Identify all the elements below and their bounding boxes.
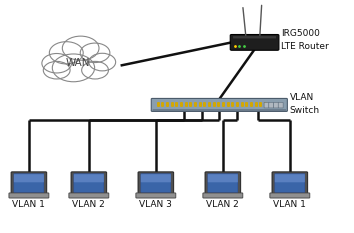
- FancyBboxPatch shape: [151, 98, 287, 111]
- FancyBboxPatch shape: [141, 174, 171, 192]
- FancyBboxPatch shape: [136, 193, 176, 198]
- Text: VLAN 2: VLAN 2: [73, 200, 105, 209]
- FancyBboxPatch shape: [208, 174, 238, 192]
- Text: IRG5000
LTE Router: IRG5000 LTE Router: [281, 29, 329, 51]
- FancyBboxPatch shape: [270, 193, 310, 198]
- FancyBboxPatch shape: [272, 172, 308, 194]
- FancyBboxPatch shape: [264, 102, 269, 108]
- FancyBboxPatch shape: [153, 109, 286, 111]
- Text: WAN: WAN: [66, 58, 91, 68]
- Circle shape: [89, 53, 116, 71]
- Circle shape: [49, 42, 83, 64]
- FancyBboxPatch shape: [275, 174, 305, 182]
- FancyBboxPatch shape: [203, 193, 243, 198]
- FancyBboxPatch shape: [74, 174, 104, 182]
- FancyBboxPatch shape: [71, 172, 107, 194]
- FancyBboxPatch shape: [269, 102, 274, 108]
- Circle shape: [52, 54, 95, 82]
- Circle shape: [82, 61, 108, 79]
- FancyBboxPatch shape: [278, 102, 283, 108]
- FancyBboxPatch shape: [274, 102, 279, 108]
- FancyBboxPatch shape: [9, 193, 49, 198]
- Text: VLAN 3: VLAN 3: [139, 200, 172, 209]
- FancyBboxPatch shape: [74, 174, 104, 192]
- FancyBboxPatch shape: [208, 174, 238, 182]
- Circle shape: [80, 43, 110, 62]
- FancyBboxPatch shape: [233, 36, 276, 38]
- FancyBboxPatch shape: [205, 172, 241, 194]
- Text: VLAN
Switch: VLAN Switch: [290, 93, 320, 114]
- FancyBboxPatch shape: [11, 172, 47, 194]
- Circle shape: [43, 61, 70, 79]
- FancyBboxPatch shape: [230, 34, 279, 50]
- FancyBboxPatch shape: [14, 174, 44, 182]
- Circle shape: [42, 54, 72, 73]
- FancyBboxPatch shape: [141, 174, 171, 182]
- Text: VLAN 1: VLAN 1: [273, 200, 306, 209]
- FancyBboxPatch shape: [14, 174, 44, 192]
- Circle shape: [62, 36, 99, 60]
- FancyBboxPatch shape: [69, 193, 109, 198]
- Text: VLAN 1: VLAN 1: [12, 200, 45, 209]
- FancyBboxPatch shape: [275, 174, 305, 192]
- Text: VLAN 2: VLAN 2: [206, 200, 239, 209]
- FancyBboxPatch shape: [138, 172, 174, 194]
